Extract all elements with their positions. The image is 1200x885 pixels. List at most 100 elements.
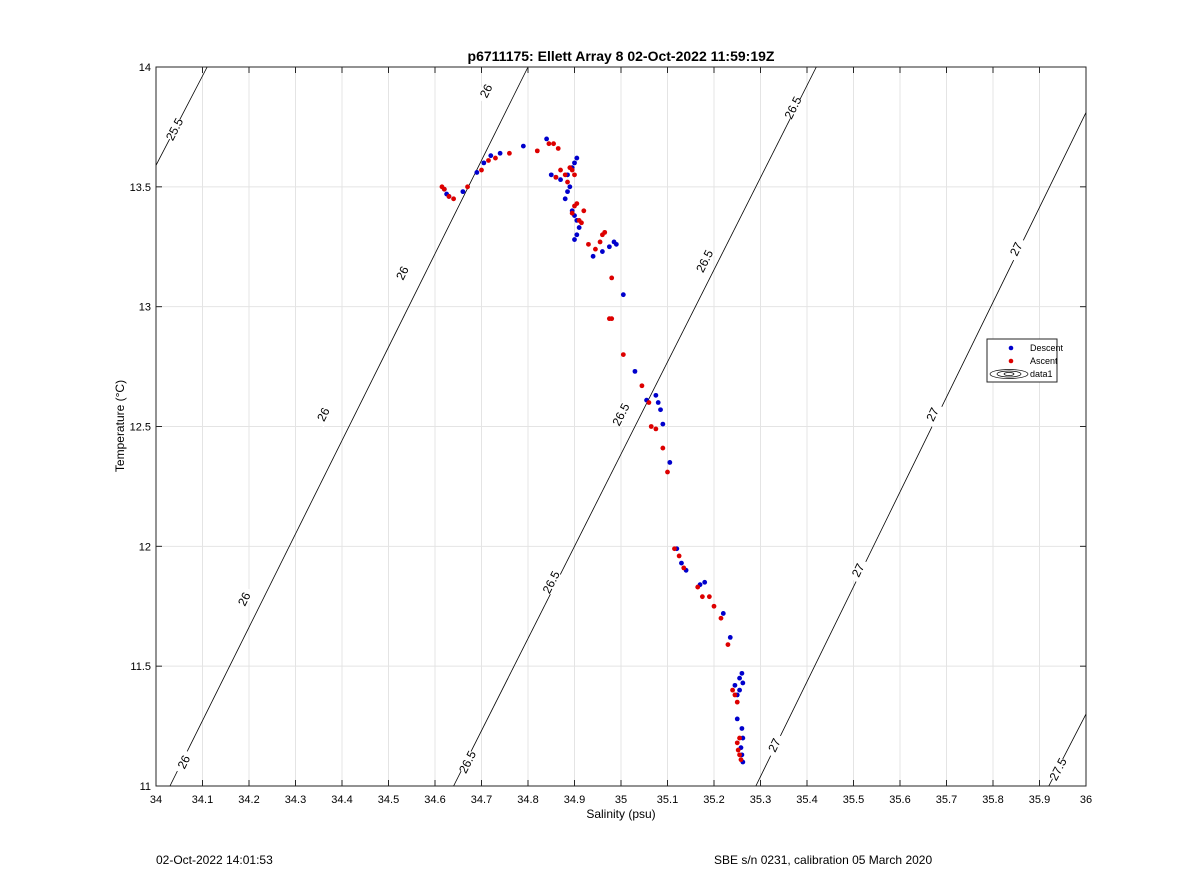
- isopycnal-label-bg: [694, 248, 716, 274]
- x-axis-ticks: 34 34.1 34.2 34.3 34.4 34.5 34.6 34.7 34.8 34.9 35…: [150, 67, 1092, 806]
- descent-point: [460, 189, 466, 195]
- descent-point: [576, 225, 582, 230]
- ascent-point: [699, 594, 705, 600]
- isopycnal-label-bg: [164, 116, 186, 142]
- descent-point: [520, 143, 526, 149]
- descent-point: [732, 682, 738, 688]
- ascent-point: [620, 352, 626, 357]
- ascent-point: [672, 546, 677, 552]
- x-tick-label: 35.1: [657, 794, 678, 806]
- descent-point: [720, 611, 726, 616]
- descent-point: [679, 560, 684, 566]
- isopycnal-label: 27: [1007, 240, 1026, 258]
- ascent-point: [562, 172, 568, 178]
- descent-point: [667, 460, 673, 465]
- isopycnal-label-bg: [540, 569, 562, 595]
- x-tick-label: 34.5: [378, 794, 399, 806]
- ascent-point: [695, 584, 701, 590]
- x-tick-label: 35.2: [703, 794, 724, 806]
- ascent-point: [465, 184, 470, 190]
- ascent-point: [706, 594, 712, 600]
- descent-point: [548, 172, 554, 178]
- descent-point: [632, 368, 638, 374]
- isopycnal-label: 25.5: [163, 115, 186, 142]
- descent-point: [488, 153, 494, 159]
- ascent-point: [734, 740, 740, 746]
- x-tick-label: 35.8: [982, 794, 1003, 806]
- ascent-point: [735, 747, 741, 753]
- y-tick-label: 11: [140, 781, 151, 793]
- footer-calibration-note: SBE s/n 0231, calibration 05 March 2020: [714, 853, 933, 867]
- ascent-point: [681, 565, 687, 571]
- series-descent: [441, 136, 746, 765]
- legend-box: [986, 338, 1058, 383]
- y-axis-ticks: 11 11.5 12 12.5 13 13.5 14: [130, 62, 1086, 793]
- x-tick-label: 35.9: [1029, 794, 1050, 806]
- isopycnal-label: 27: [923, 405, 942, 423]
- ascent-point: [579, 220, 584, 226]
- descent-point: [481, 160, 487, 166]
- descent-point: [574, 155, 580, 161]
- descent-point: [600, 249, 605, 254]
- ascent-point: [725, 642, 731, 647]
- legend-marker-ascent: [1008, 358, 1014, 364]
- isopycnal-label: 26.5: [609, 401, 632, 428]
- x-tick-label: 35: [615, 794, 627, 806]
- ascent-point: [602, 229, 608, 235]
- ascent-point: [609, 275, 615, 281]
- x-axis-label: Salinity (psu): [586, 807, 655, 821]
- ascent-point: [534, 148, 540, 154]
- x-tick-label: 35.3: [750, 794, 771, 806]
- descent-point: [574, 232, 580, 238]
- y-tick-label: 13.5: [130, 182, 151, 194]
- descent-point: [572, 160, 577, 166]
- x-tick-label: 34.9: [564, 794, 585, 806]
- ascent-point: [737, 752, 742, 758]
- ascent-point: [593, 246, 598, 252]
- x-tick-label: 34: [150, 794, 162, 806]
- isopycnal-label-bg: [610, 401, 632, 428]
- data-points: [439, 136, 746, 765]
- isopycnal-label: 27.5: [1047, 755, 1070, 782]
- ascent-point: [572, 203, 577, 209]
- isopycnal-line: [755, 112, 1087, 787]
- x-tick-label: 35.4: [796, 794, 817, 806]
- isopycnal-label-bg: [173, 749, 195, 775]
- descent-point: [655, 400, 661, 405]
- isopycnal-line: [453, 66, 817, 787]
- isopycnal-label-bg: [234, 586, 255, 612]
- ascent-point: [737, 735, 742, 741]
- isopycnal-label: 26: [477, 82, 496, 100]
- ascent-point: [597, 239, 603, 245]
- descent-point: [739, 726, 745, 731]
- isopycnal-label: 27: [765, 736, 784, 754]
- descent-point: [590, 253, 596, 259]
- descent-point: [613, 241, 619, 247]
- y-tick-label: 12.5: [130, 422, 151, 434]
- descent-point: [474, 170, 480, 175]
- ascent-point: [646, 400, 652, 405]
- descent-point: [567, 184, 573, 190]
- descent-point: [702, 579, 708, 585]
- isopycnal-label-bg: [782, 95, 804, 121]
- y-tick-label: 14: [139, 62, 151, 74]
- descent-point: [660, 421, 666, 427]
- ascent-point: [486, 158, 491, 163]
- ascent-point: [565, 179, 570, 185]
- descent-point: [562, 196, 568, 202]
- isopycnal-line: [155, 66, 208, 166]
- ascent-point: [730, 687, 735, 693]
- isopycnal-label-bg: [1006, 236, 1027, 262]
- ascent-point: [493, 155, 498, 161]
- ascent-point: [734, 699, 740, 705]
- legend-label-descent: Descent: [1030, 343, 1064, 353]
- ascent-point: [553, 174, 559, 180]
- x-tick-label: 36: [1080, 794, 1092, 806]
- descent-point: [737, 675, 742, 681]
- isopycnal-label-bg: [764, 732, 785, 758]
- ascent-point: [676, 553, 682, 559]
- descent-point: [653, 392, 659, 398]
- ascent-point: [639, 383, 645, 389]
- x-tick-label: 34.4: [331, 794, 352, 806]
